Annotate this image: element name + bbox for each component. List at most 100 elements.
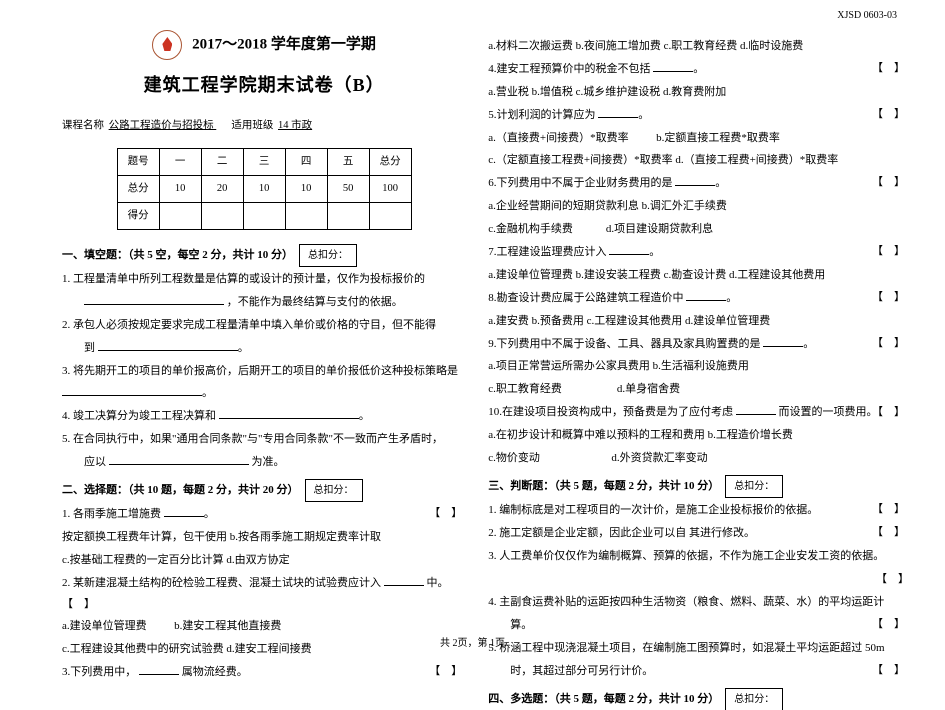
r-l4bc: c.金融机构手续费 d.项目建设期贷款利息 — [488, 219, 909, 240]
cell: 100 — [369, 176, 411, 203]
r-l3ab: a.（直接费+间接费）*取费率 b.定额直接工程费*取费率 — [488, 128, 909, 149]
section-a-head: 一、填空题：（共 5 空，每空 2 分，共计 10 分） 总扣分： — [62, 244, 466, 267]
cell: 10 — [243, 176, 285, 203]
year-text: 2017～2018 学年度第一学期 — [192, 36, 376, 52]
bracket: 【 】 — [872, 523, 905, 544]
section-d-title: 四、多选题：（共 5 题，每题 2 分，共计 10 分） — [488, 689, 719, 710]
q-c3: 3. 人工费单价仅仅作为编制概算、预算的依据，不作为施工企业安发工资的依据。 — [488, 546, 909, 567]
r-l3a: a.（直接费+间接费）*取费率 — [488, 132, 628, 144]
deduct-box: 总扣分： — [299, 244, 357, 267]
r-l8c: c.物价变动 — [488, 452, 540, 464]
q-a2b: 到 。 — [62, 338, 466, 359]
r-l3b: b.定额直接工程费*取费率 — [656, 132, 780, 144]
r-l8a: a.在初步设计和概算中难以预料的工程和费用 b.工程造价增长费 — [488, 425, 909, 446]
r-l6: 8.勘查设计费应属于公路建筑工程造价中 。【 】 — [488, 288, 909, 309]
bracket: 【 】 — [429, 504, 462, 525]
r-l3c: c.（定额直接工程费+间接费）*取费率 d.（直接工程费+间接费）*取费率 — [488, 150, 909, 171]
r-l3-text: 5.计划利润的计算应为 — [488, 109, 595, 121]
q-a1: 1. 工程量清单中所列工程数量是估算的或设计的预计量，仅作为投标报价的 — [62, 269, 466, 290]
cell — [369, 203, 411, 230]
r-l7b: c.职工教育经费 — [488, 383, 562, 395]
r-l5: 7.工程建设监理费应计入 。【 】 — [488, 242, 909, 263]
q-a4-text: 竣工决算分为竣工工程决算和 — [73, 410, 216, 422]
q-c1-text: 1. 编制标底是对工程项目的一次计价，是施工企业投标报价的依据。 — [488, 504, 818, 516]
q-a5b-pre: 应以 — [84, 456, 106, 468]
q-b3-text: 3.下列费用中， — [62, 666, 136, 678]
r-l4b: c.金融机构手续费 — [488, 223, 573, 235]
q-a2b-text: 到 — [84, 342, 95, 354]
th-total: 总分 — [369, 149, 411, 176]
bracket: 【 】 — [872, 334, 905, 355]
right-column: a.材料二次搬运费 b.夜间施工增加费 c.职工教育经费 d.临时设施费 4.建… — [488, 28, 909, 608]
course-line: 课程名称 公路工程造价与招投标 适用班级 14 市政 — [62, 116, 466, 136]
section-b-head: 二、选择题：（共 10 题，每题 2 分，共计 20 分） 总扣分： — [62, 479, 466, 502]
bracket: 【 】 — [429, 662, 462, 683]
blank — [219, 408, 359, 419]
r-l7a: a.项目正常营运所需办公家具费用 b.生活福利设施费用 — [488, 356, 909, 377]
blank — [62, 385, 202, 396]
blank — [384, 575, 424, 586]
section-b-title: 二、选择题：（共 10 题，每题 2 分，共计 20 分） — [62, 480, 299, 501]
th-1: 一 — [159, 149, 201, 176]
year-line: 2017～2018 学年度第一学期 — [62, 28, 466, 60]
q-b1-opts: 按定额换工程费年计算，包干使用 b.按各雨季施工期规定费率计取 — [62, 527, 466, 548]
cell: 50 — [327, 176, 369, 203]
r-l1: a.材料二次搬运费 b.夜间施工增加费 c.职工教育经费 d.临时设施费 — [488, 36, 909, 57]
bracket: 【 】 — [872, 242, 905, 263]
q-a5b: 应以 为准。 — [62, 452, 466, 473]
deduct-box: 总扣分： — [725, 475, 783, 498]
bracket: 【 】 — [850, 661, 905, 682]
r-l8cd: c.物价变动 d.外资贷款汇率变动 — [488, 448, 909, 469]
cell — [327, 203, 369, 230]
blank — [686, 290, 726, 301]
r-l5-text: 7.工程建设监理费应计入 — [488, 246, 606, 258]
q-b1-text: 1. 各雨季施工增施费 — [62, 508, 161, 520]
r-l6a: a.建安费 b.预备费用 c.工程建设其他费用 d.建设单位管理费 — [488, 311, 909, 332]
title-block: 2017～2018 学年度第一学期 建筑工程学院期末试卷（B） — [62, 28, 466, 102]
r-l4c: d.项目建设期贷款利息 — [606, 223, 713, 235]
course-label: 课程名称 — [62, 120, 104, 131]
blank — [763, 336, 803, 347]
r-l7-text: 9.下列费用中不属于设备、工具、器具及家具购置费的是 — [488, 338, 760, 350]
r-l7c: d.单身宿舍费 — [617, 383, 680, 395]
blank — [84, 294, 224, 305]
course-value: 公路工程造价与招投标 — [107, 120, 219, 131]
th-3: 三 — [243, 149, 285, 176]
q-a5b-post: 为准。 — [252, 456, 285, 468]
class-label: 适用班级 — [231, 120, 273, 131]
bracket: 【 】 — [876, 574, 909, 586]
section-c-head: 三、判断题：（共 5 题，每题 2 分，共计 10 分） 总扣分： — [488, 475, 909, 498]
opt-b: b.建安工程其他直接费 — [174, 620, 281, 632]
q-a4: 4. 竣工决算分为竣工工程决算和 。 — [62, 406, 466, 427]
q-a4-num: 4. — [62, 410, 73, 422]
r-l4a: a.企业经营期间的短期贷款利息 b.调汇外汇手续费 — [488, 196, 909, 217]
section-d-head: 四、多选题：（共 5 题，每题 2 分，共计 10 分） 总扣分： — [488, 688, 909, 710]
cell — [159, 203, 201, 230]
blank — [653, 61, 693, 72]
page-columns: 2017～2018 学年度第一学期 建筑工程学院期末试卷（B） 课程名称 公路工… — [62, 28, 909, 608]
blank — [98, 340, 238, 351]
q-b3b: 属物流经费。 — [182, 666, 248, 678]
q-c3-bracket: 【 】 — [488, 569, 909, 591]
q-a1b-text: ，不能作为最终结算与支付的依据。 — [227, 296, 403, 308]
blank — [675, 175, 715, 186]
table-row: 得分 — [117, 203, 411, 230]
r-l6-text: 8.勘查设计费应属于公路建筑工程造价中 — [488, 292, 683, 304]
section-c-title: 三、判断题：（共 5 题，每题 2 分，共计 10 分） — [488, 476, 719, 497]
score-table: 题号 一 二 三 四 五 总分 总分 10 20 10 10 50 100 得分 — [117, 148, 412, 230]
th-2: 二 — [201, 149, 243, 176]
r-l2a: a.营业税 b.增值税 c.城乡维护建设税 d.教育费附加 — [488, 82, 909, 103]
doc-code: XJSD 0603-03 — [837, 10, 897, 21]
row-got-label: 得分 — [117, 203, 159, 230]
r-l4: 6.下列费用中不属于企业财务费用的是 。【 】 — [488, 173, 909, 194]
th-4: 四 — [285, 149, 327, 176]
r-l5a: a.建设单位管理费 b.建设安装工程费 c.勘查设计费 d.工程建设其他费用 — [488, 265, 909, 286]
opt-a: a.建设单位管理费 — [62, 620, 147, 632]
blank — [164, 506, 204, 517]
r-l8: 10.在建设项目投资构成中，预备费是为了应付考虑 而设置的一项费用。【 】 — [488, 402, 909, 423]
cell: 10 — [285, 176, 327, 203]
q-a5: 5. 在合同执行中，如果"通用合同条款"与"专用合同条款"不一致而产生矛盾时， — [62, 429, 466, 450]
blank — [109, 454, 249, 465]
q-a2: 2. 承包人必须按规定要求完成工程量清单中填入单价或价格的守目，但不能得 — [62, 315, 466, 336]
bracket: 【 】 — [872, 173, 905, 194]
